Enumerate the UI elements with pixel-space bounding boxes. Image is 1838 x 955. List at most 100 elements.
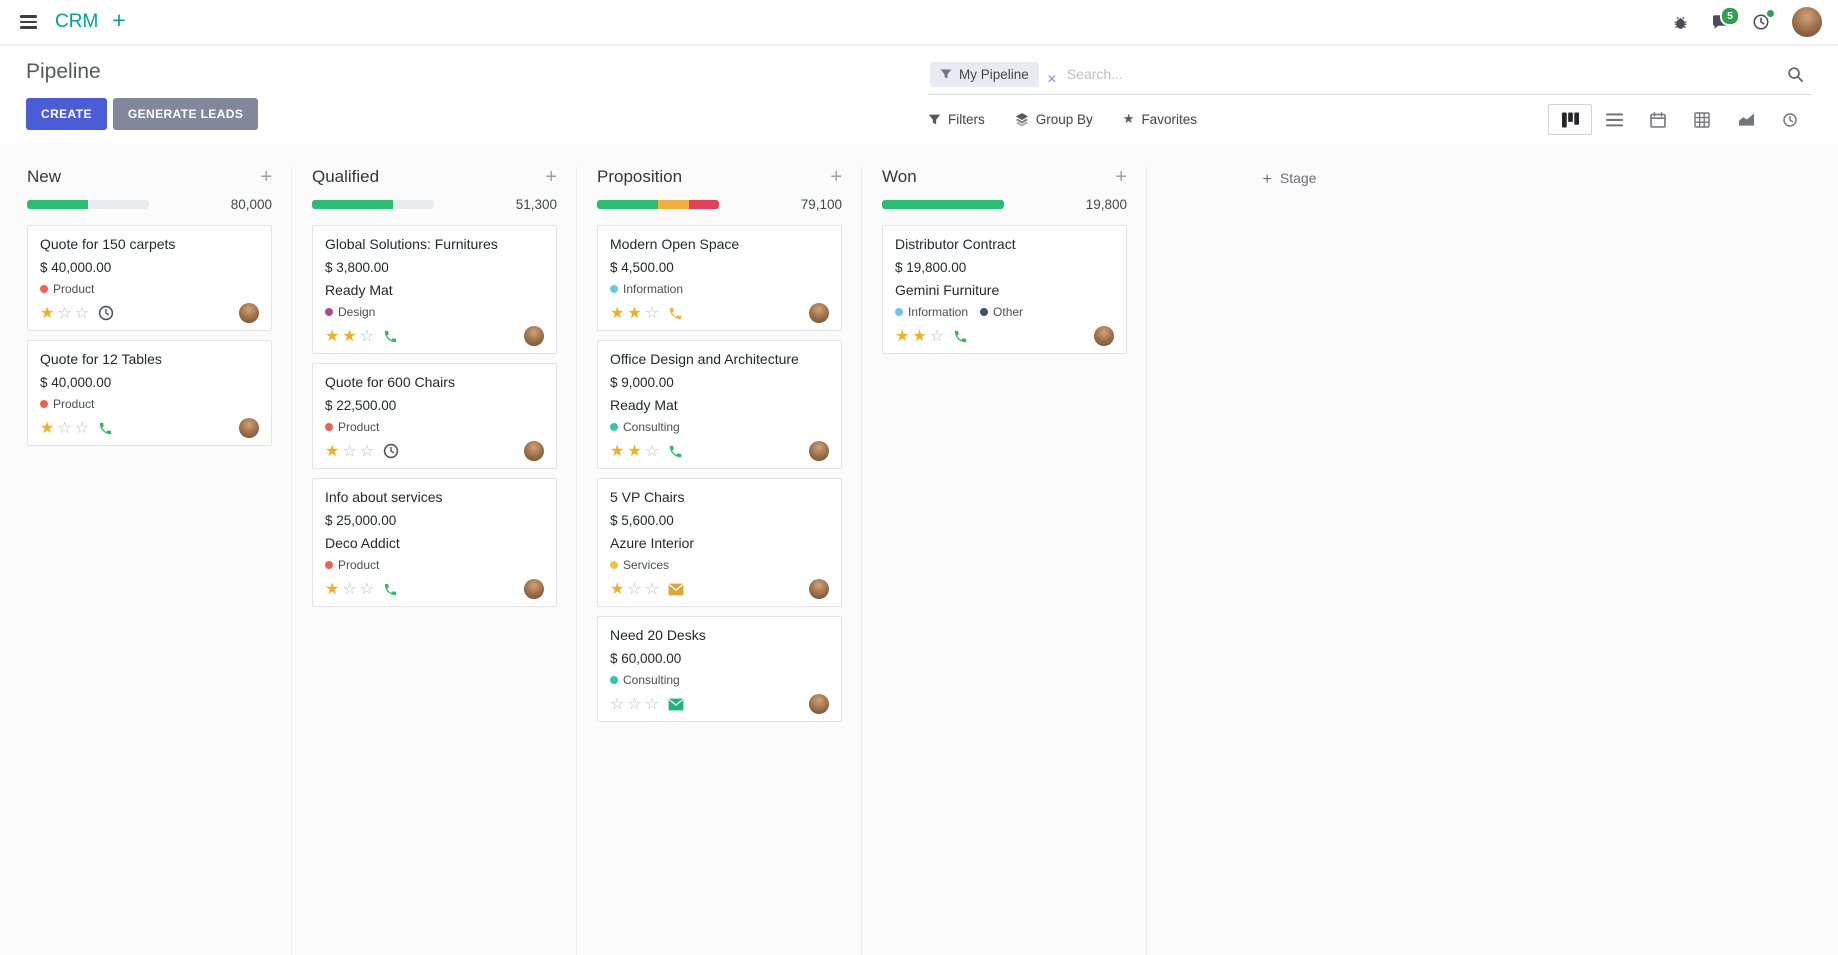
column-progressbar[interactable] (312, 200, 434, 209)
activities-icon[interactable] (1752, 8, 1776, 31)
column-add-button[interactable]: + (260, 166, 272, 188)
star-icon[interactable]: ★ (325, 579, 340, 598)
star-icon[interactable]: ★ (895, 326, 910, 345)
column-add-button[interactable]: + (830, 166, 842, 188)
clock-icon[interactable] (383, 443, 399, 459)
debug-bug-icon[interactable] (1672, 14, 1689, 31)
search-icon[interactable] (1783, 66, 1808, 83)
add-stage-button[interactable]: + Stage (1147, 167, 1432, 955)
star-icon[interactable]: ☆ (342, 441, 357, 460)
star-icon[interactable]: ★ (912, 326, 927, 345)
create-button[interactable]: CREATE (26, 98, 107, 130)
column-title[interactable]: Proposition (597, 167, 683, 186)
star-icon[interactable]: ☆ (57, 418, 72, 437)
kanban-card[interactable]: Distributor Contract $ 19,800.00 Gemini Fu… (882, 225, 1127, 354)
star-icon[interactable]: ☆ (359, 441, 375, 460)
kanban-card[interactable]: Quote for 150 carpets $ 40,000.00 Product ★… (27, 225, 272, 331)
phone-icon[interactable] (383, 329, 398, 344)
generate-leads-button[interactable]: GENERATE LEADS (112, 98, 259, 130)
star-icon[interactable]: ☆ (57, 303, 72, 322)
filters-button[interactable]: Filters (928, 112, 985, 127)
view-switcher (1548, 104, 1812, 135)
column-title[interactable]: Qualified (312, 167, 380, 186)
progress-segment[interactable] (27, 200, 88, 209)
priority-stars: ★ ★ ☆ (610, 443, 659, 459)
column-total: 51,300 (515, 197, 557, 212)
star-icon[interactable]: ☆ (359, 579, 375, 598)
kanban-card[interactable]: 5 VP Chairs $ 5,600.00 Azure Interior Servi… (597, 478, 842, 607)
progress-segment[interactable] (688, 200, 719, 209)
column-add-button[interactable]: + (545, 166, 557, 188)
column-progressbar[interactable] (882, 200, 1004, 209)
mail-icon[interactable] (668, 698, 684, 711)
star-icon[interactable]: ★ (40, 303, 55, 322)
column-title[interactable]: New (27, 167, 62, 186)
apps-menu-icon[interactable] (16, 10, 41, 33)
add-icon[interactable]: + (112, 7, 126, 33)
view-switcher-kanban[interactable] (1548, 104, 1592, 135)
search-facet[interactable]: My Pipeline (930, 61, 1039, 87)
favorites-button[interactable]: ★ Favorites (1123, 112, 1197, 127)
avatar (239, 303, 259, 323)
star-icon[interactable]: ★ (627, 441, 642, 460)
star-icon[interactable]: ★ (325, 441, 340, 460)
progress-segment[interactable] (312, 200, 393, 209)
column-add-button[interactable]: + (1115, 166, 1127, 188)
view-switcher-activity[interactable] (1768, 104, 1812, 135)
user-avatar[interactable] (1792, 7, 1822, 37)
star-icon[interactable]: ★ (40, 418, 55, 437)
star-icon[interactable]: ☆ (359, 326, 375, 345)
star-icon[interactable]: ☆ (644, 694, 660, 713)
star-icon[interactable]: ☆ (627, 694, 642, 713)
clock-icon[interactable] (98, 305, 114, 321)
progress-segment[interactable] (658, 200, 689, 209)
group-by-button[interactable]: Group By (1015, 112, 1093, 127)
facet-remove-icon[interactable]: ✕ (1046, 72, 1057, 86)
kanban-card[interactable]: Office Design and Architecture $ 9,000.00… (597, 340, 842, 469)
column-progressbar[interactable] (597, 200, 719, 209)
star-icon[interactable]: ☆ (627, 579, 642, 598)
messages-icon[interactable]: 5 (1711, 6, 1740, 31)
column-total: 79,100 (800, 197, 842, 212)
phone-icon[interactable] (668, 444, 683, 459)
tag-color-dot (40, 400, 48, 408)
star-icon[interactable]: ☆ (644, 579, 660, 598)
mail-icon[interactable] (668, 583, 684, 596)
star-icon[interactable]: ★ (342, 326, 357, 345)
view-switcher-graph[interactable] (1724, 104, 1768, 135)
star-icon[interactable]: ☆ (610, 694, 625, 713)
kanban-card[interactable]: Need 20 Desks $ 60,000.00 Consulting ☆ ☆ ☆ (597, 616, 842, 722)
star-icon[interactable]: ★ (610, 579, 625, 598)
kanban-card[interactable]: Global Solutions: Furnitures $ 3,800.00 Re… (312, 225, 557, 354)
star-icon[interactable]: ☆ (342, 579, 357, 598)
card-footer: ★ ☆ ☆ (40, 418, 259, 438)
kanban-card[interactable]: Quote for 600 Chairs $ 22,500.00 Product ★ ☆… (312, 363, 557, 469)
star-icon[interactable]: ★ (627, 303, 642, 322)
phone-icon[interactable] (98, 421, 113, 436)
progress-segment[interactable] (597, 200, 658, 209)
activities-badge (1765, 8, 1776, 19)
kanban-card[interactable]: Modern Open Space $ 4,500.00 Information ★ ★… (597, 225, 842, 331)
kanban-card[interactable]: Quote for 12 Tables $ 40,000.00 Product ★ ☆ ☆ (27, 340, 272, 446)
star-icon[interactable]: ☆ (644, 441, 660, 460)
star-icon[interactable]: ☆ (929, 326, 945, 345)
search-input[interactable] (1056, 60, 1783, 88)
phone-icon[interactable] (953, 329, 968, 344)
star-icon[interactable]: ☆ (74, 418, 90, 437)
column-title[interactable]: Won (882, 167, 917, 186)
phone-icon[interactable] (668, 306, 683, 321)
progress-segment[interactable] (882, 200, 1004, 209)
star-icon[interactable]: ★ (610, 303, 625, 322)
phone-icon[interactable] (383, 582, 398, 597)
app-name[interactable]: CRM (55, 11, 99, 32)
view-switcher-pivot[interactable] (1680, 104, 1724, 135)
star-icon[interactable]: ★ (610, 441, 625, 460)
star-icon[interactable]: ☆ (74, 303, 90, 322)
star-icon[interactable]: ☆ (644, 303, 660, 322)
star-icon[interactable]: ★ (325, 326, 340, 345)
view-switcher-list[interactable] (1592, 104, 1636, 135)
column-progressbar[interactable] (27, 200, 149, 209)
card-amount: $ 5,600.00 (610, 513, 674, 528)
view-switcher-calendar[interactable] (1636, 104, 1680, 135)
kanban-card[interactable]: Info about services $ 25,000.00 Deco Addic… (312, 478, 557, 607)
